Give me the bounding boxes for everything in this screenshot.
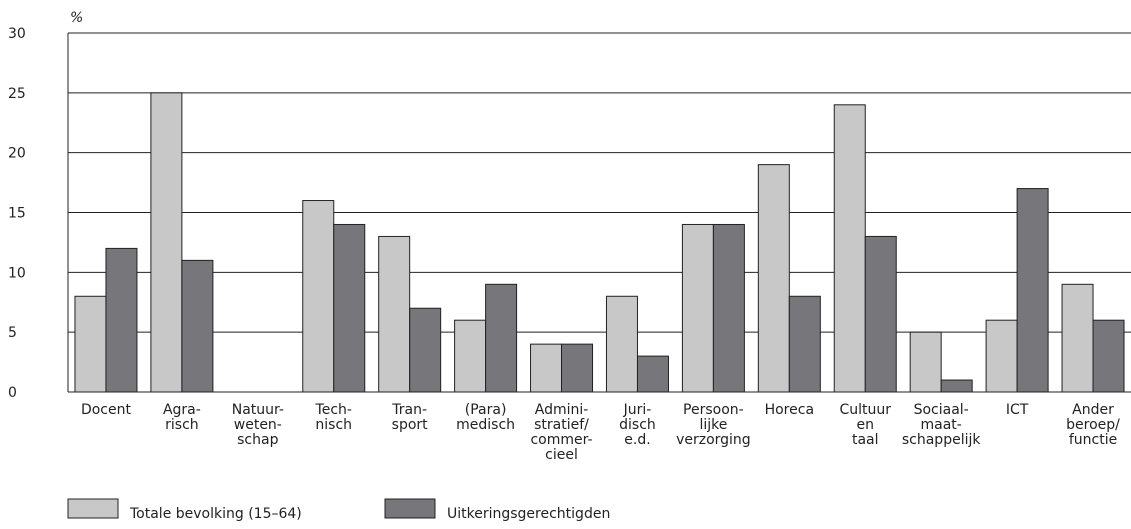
y-axis-label: % — [70, 10, 83, 26]
bar — [150, 92, 183, 393]
y-tick-label: 5 — [8, 325, 17, 341]
y-tick-label: 25 — [8, 86, 26, 102]
bar — [1092, 319, 1125, 393]
bar — [454, 319, 487, 393]
bar — [909, 331, 942, 393]
bar — [74, 295, 107, 393]
bar — [378, 235, 411, 393]
x-tick-label: Sociaal-maat-schappelijk — [902, 402, 981, 448]
bar — [712, 223, 745, 393]
bar — [1016, 188, 1049, 393]
bar — [681, 223, 714, 393]
y-tick-label: 0 — [8, 385, 17, 401]
legend-label: Uitkeringsgerechtigden — [447, 506, 610, 522]
bar — [940, 379, 973, 393]
bar — [302, 200, 335, 393]
x-tick-label: Ander beroep/functie — [1066, 402, 1120, 448]
x-tick-label: Cultuur en taal — [839, 402, 891, 448]
bar — [530, 343, 563, 393]
bar — [409, 307, 442, 393]
y-tick-label: 15 — [8, 206, 26, 222]
x-tick-label: Docent — [81, 402, 132, 418]
y-tick-label: 30 — [8, 26, 26, 42]
bar — [864, 235, 897, 393]
bar — [561, 343, 594, 393]
x-tick-label: ICT — [1006, 402, 1029, 418]
bar — [485, 283, 518, 393]
bar — [833, 104, 866, 393]
bar — [105, 247, 138, 393]
bar — [636, 355, 669, 393]
x-tick-label: Tech-nisch — [315, 402, 353, 433]
x-tick-label: Tran-sport — [391, 402, 428, 433]
legend-label: Totale bevolking (15–64) — [129, 506, 302, 522]
bar — [788, 295, 821, 393]
bar — [985, 319, 1018, 393]
legend-swatch — [384, 498, 436, 519]
legend-swatch — [67, 498, 119, 519]
x-tick-label: Admini-stratief/commer-cieel — [530, 402, 592, 463]
x-tick-label: Juri-disch e.d. — [619, 402, 656, 448]
x-tick-label: (Para) medisch — [456, 402, 515, 433]
bar — [333, 223, 366, 393]
bar — [605, 295, 638, 393]
bar — [1061, 283, 1094, 393]
bar — [757, 164, 790, 393]
y-tick-label: 10 — [8, 265, 26, 281]
bar — [181, 259, 214, 393]
x-tick-label: Agra-risch — [163, 402, 201, 433]
y-tick-label: 20 — [8, 146, 26, 162]
x-tick-label: Persoon-lijke verzorging — [676, 402, 751, 448]
x-tick-label: Horeca — [765, 402, 814, 418]
x-tick-label: Natuur-weten-schap — [232, 402, 284, 448]
